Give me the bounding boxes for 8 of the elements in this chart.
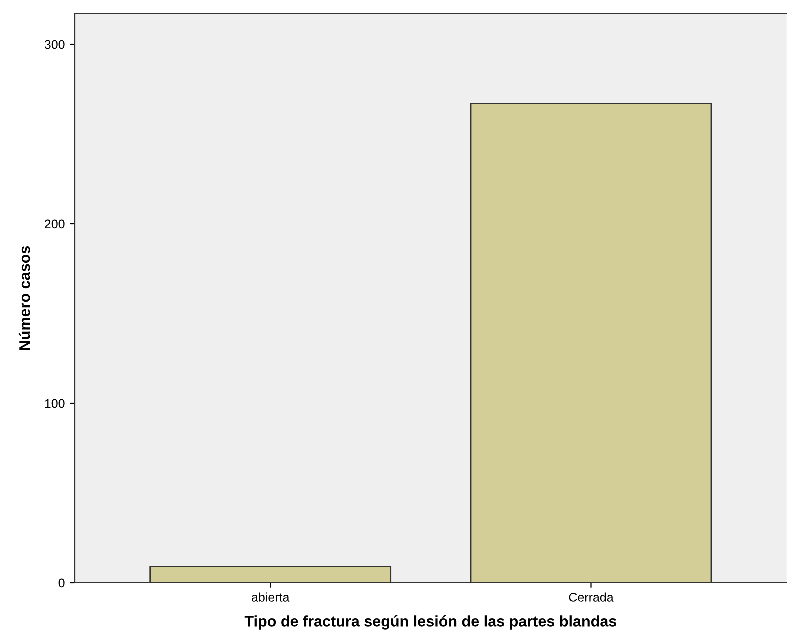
y-axis-title: Número casos — [18, 246, 30, 350]
x-tick-label: abierta — [252, 592, 290, 602]
x-tick-label: Cerrada — [569, 592, 614, 602]
y-tick-label: 100 — [45, 399, 65, 408]
x-axis-title: Tipo de fractura según lesión de las partes blandas — [244, 615, 617, 630]
y-tick-label: 0 — [58, 578, 65, 588]
y-tick-label: 200 — [45, 220, 65, 229]
y-tick-label: 300 — [44, 40, 65, 50]
